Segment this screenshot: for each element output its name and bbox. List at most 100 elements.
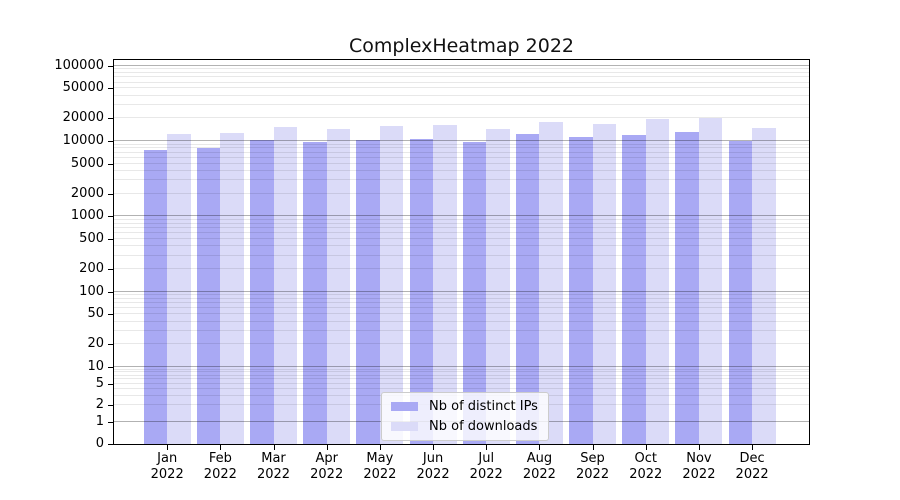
- x-tick-label: Aug 2022: [507, 451, 571, 482]
- x-tick-mark: [752, 445, 754, 450]
- bar-distinct-ips: [675, 131, 699, 444]
- x-tick-year: 2022: [416, 466, 450, 482]
- bar-downloads: [486, 128, 510, 444]
- x-tick-label: Feb 2022: [188, 451, 252, 482]
- minor-gridline: [114, 294, 809, 296]
- bar-distinct-ips: [303, 142, 327, 444]
- x-tick-label: Apr 2022: [295, 451, 359, 482]
- x-tick-mark: [486, 445, 488, 450]
- x-tick-mark: [326, 445, 328, 450]
- minor-gridline: [114, 307, 809, 309]
- y-tick-label: 5000: [70, 155, 104, 171]
- minor-gridline: [114, 320, 809, 322]
- bar-downloads: [592, 123, 617, 444]
- y-tick-mark: [108, 405, 113, 407]
- x-tick-label: Oct 2022: [614, 451, 678, 482]
- x-tick-year: 2022: [256, 466, 291, 482]
- minor-gridline: [114, 81, 809, 83]
- major-gridline: [114, 290, 809, 292]
- y-tick-label: 10: [87, 359, 104, 374]
- bar-downloads: [752, 128, 776, 444]
- bar-downloads: [645, 119, 670, 444]
- x-tick-year: 2022: [629, 466, 663, 482]
- y-tick-label: 100: [79, 283, 104, 299]
- y-tick-mark: [108, 383, 113, 385]
- y-tick-label: 5: [95, 375, 104, 391]
- bar-distinct-ips: [356, 140, 380, 444]
- x-tick-label: Dec 2022: [720, 451, 784, 482]
- x-tick-mark: [645, 445, 647, 450]
- x-tick-month: Jan: [157, 451, 178, 466]
- minor-gridline: [114, 378, 809, 380]
- bar-downloads: [539, 121, 563, 444]
- minor-gridline: [114, 76, 809, 78]
- legend-row-downloads: Nb of downloads: [391, 419, 538, 434]
- bar-downloads: [326, 128, 351, 444]
- x-tick-month: Dec: [739, 451, 765, 466]
- minor-gridline: [114, 162, 809, 164]
- bar-downloads: [220, 133, 244, 444]
- y-tick-mark: [108, 239, 113, 241]
- legend-swatch-distinct-ips: [391, 402, 418, 411]
- y-tick-mark: [108, 367, 113, 368]
- y-tick-label: 50000: [62, 80, 104, 96]
- minor-gridline: [114, 268, 809, 270]
- y-tick-label: 200: [79, 261, 104, 277]
- bar-distinct-ips: [250, 139, 274, 444]
- x-tick-year: 2022: [203, 466, 237, 482]
- minor-gridline: [114, 374, 809, 376]
- x-tick-year: 2022: [576, 466, 610, 482]
- y-tick-label: 0: [95, 436, 104, 451]
- minor-gridline: [114, 117, 809, 119]
- minor-gridline: [114, 298, 809, 299]
- y-tick-label: 2: [95, 397, 104, 413]
- x-tick-month: Apr: [315, 451, 338, 466]
- legend-row-distinct-ips: Nb of distinct IPs: [391, 399, 538, 414]
- minor-gridline: [114, 179, 809, 181]
- x-tick-label: May 2022: [348, 451, 412, 482]
- minor-gridline: [114, 232, 809, 234]
- x-tick-year: 2022: [310, 466, 344, 482]
- bar-distinct-ips: [409, 139, 434, 444]
- y-tick-label: 10000: [62, 133, 104, 149]
- y-tick-mark: [108, 65, 113, 67]
- y-tick-mark: [108, 314, 113, 316]
- minor-gridline: [114, 192, 809, 194]
- bar-distinct-ips: [462, 142, 487, 444]
- bar-downloads: [167, 134, 191, 444]
- minor-gridline: [114, 170, 809, 172]
- minor-gridline: [114, 238, 809, 240]
- x-tick-mark: [379, 445, 381, 450]
- x-tick-label: Jul 2022: [454, 451, 518, 482]
- x-tick-label: Jun 2022: [401, 451, 465, 482]
- x-tick-mark: [433, 445, 435, 450]
- y-tick-mark: [108, 163, 113, 165]
- minor-gridline: [114, 151, 809, 153]
- minor-gridline: [114, 222, 809, 224]
- bar-downloads: [273, 126, 298, 444]
- x-tick-month: Oct: [634, 451, 657, 466]
- legend-label-distinct-ips: Nb of distinct IPs: [429, 399, 538, 414]
- minor-gridline: [114, 371, 809, 373]
- bar-distinct-ips: [569, 137, 593, 444]
- y-tick-label: 1000: [70, 208, 104, 224]
- y-tick-label: 50: [87, 306, 104, 322]
- plot-area: Nb of distinct IPs Nb of downloads: [113, 59, 810, 445]
- y-tick-mark: [108, 118, 113, 120]
- x-tick-mark: [592, 445, 594, 450]
- bar-distinct-ips: [196, 148, 221, 444]
- y-tick-mark: [108, 216, 113, 218]
- bar-distinct-ips: [622, 134, 646, 444]
- minor-gridline: [114, 147, 809, 149]
- y-tick-label: 20: [87, 336, 104, 352]
- y-tick-mark: [108, 444, 113, 445]
- y-tick-label: 500: [79, 231, 104, 247]
- minor-gridline: [114, 245, 809, 247]
- x-tick-label: Jan 2022: [135, 451, 199, 482]
- y-tick-label: 2000: [70, 185, 104, 201]
- minor-gridline: [114, 143, 809, 145]
- bar-distinct-ips: [728, 141, 753, 444]
- x-tick-mark: [167, 445, 169, 450]
- minor-gridline: [114, 68, 809, 70]
